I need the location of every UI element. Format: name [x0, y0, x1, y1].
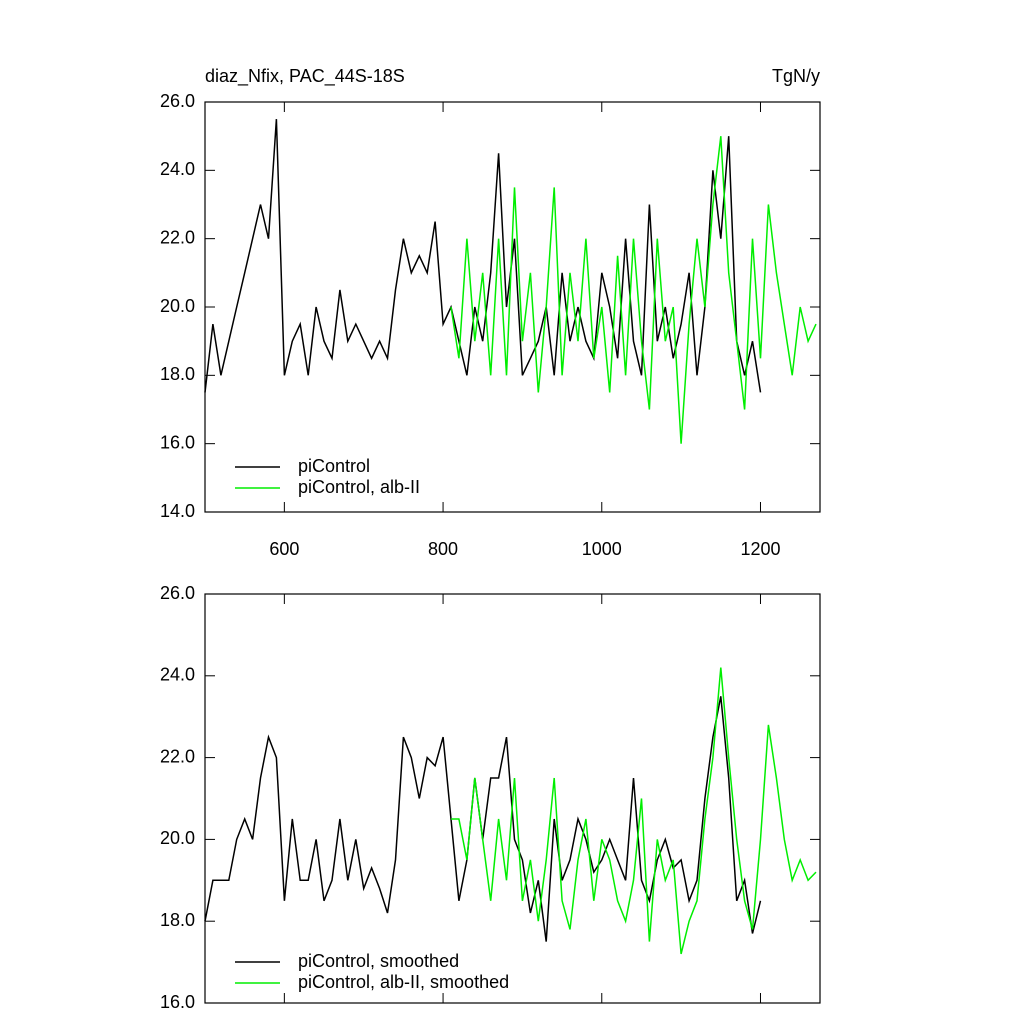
- y-tick-label: 18.0: [160, 910, 195, 930]
- y-tick-label: 24.0: [160, 159, 195, 179]
- legend-label: piControl: [298, 456, 370, 476]
- y-tick-label: 16.0: [160, 432, 195, 452]
- y-tick-label: 14.0: [160, 501, 195, 521]
- legend-label: piControl, smoothed: [298, 951, 459, 971]
- y-tick-label: 24.0: [160, 665, 195, 685]
- legend-label: piControl, alb-II: [298, 477, 420, 497]
- series-line: [451, 667, 817, 955]
- legend-label: piControl, alb-II, smoothed: [298, 972, 509, 992]
- x-tick-label: 800: [428, 539, 458, 559]
- y-tick-label: 26.0: [160, 583, 195, 603]
- y-tick-label: 16.0: [160, 992, 195, 1012]
- x-tick-label: 1200: [740, 539, 780, 559]
- y-tick-label: 20.0: [160, 296, 195, 316]
- plot-frame: [204, 593, 821, 1004]
- x-tick-label: 1000: [582, 539, 622, 559]
- units-label: TgN/y: [772, 66, 820, 86]
- y-tick-label: 18.0: [160, 364, 195, 384]
- series-line: [450, 136, 817, 444]
- plot-frame: [204, 101, 821, 513]
- series-line: [204, 119, 762, 393]
- chart-title: diaz_Nfix, PAC_44S-18S: [205, 66, 405, 87]
- y-tick-label: 22.0: [160, 227, 195, 247]
- y-tick-label: 22.0: [160, 746, 195, 766]
- x-tick-label: 600: [269, 539, 299, 559]
- y-tick-label: 20.0: [160, 828, 195, 848]
- y-tick-label: 26.0: [160, 91, 195, 111]
